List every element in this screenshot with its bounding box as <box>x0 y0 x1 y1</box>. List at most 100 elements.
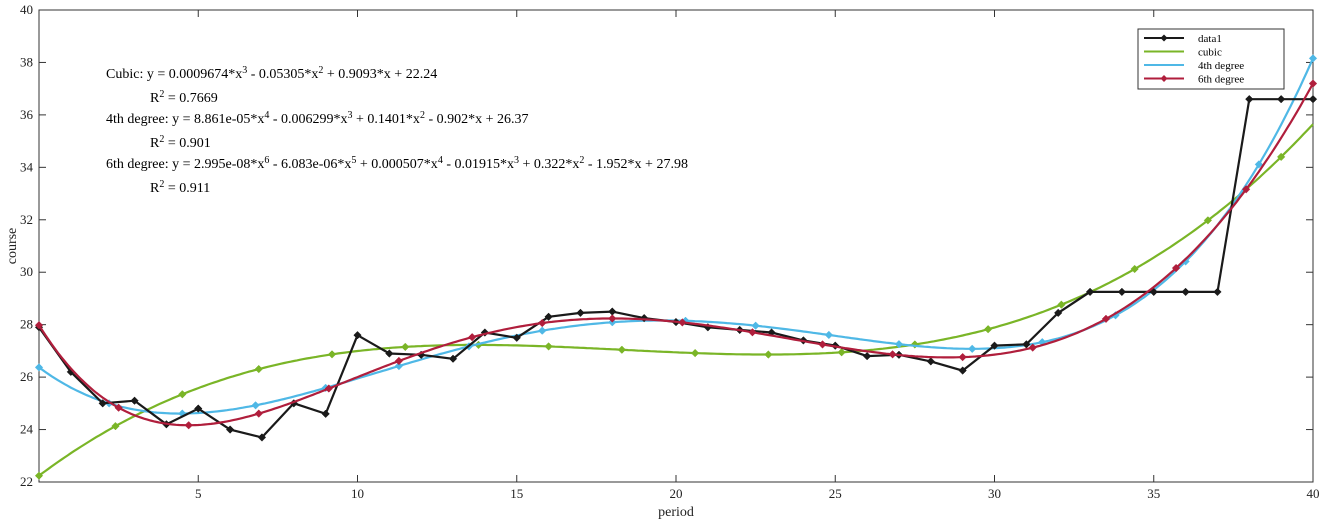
data-point-4th-degree <box>1308 54 1318 63</box>
data-point-cubic <box>1203 216 1213 225</box>
data-point-4th-degree <box>251 401 260 410</box>
equation-text: = 0.901 <box>164 136 210 151</box>
x-tick-label: 20 <box>670 486 683 501</box>
equation-text: - 0.01915*x <box>443 157 514 172</box>
data-point-data1 <box>448 354 458 363</box>
x-axis-ticks: 5 10 15 20 25 30 35 40 <box>195 10 1320 501</box>
data-point-cubic <box>1130 264 1139 274</box>
legend-marker <box>1160 34 1168 42</box>
x-tick-label: 30 <box>988 486 1001 501</box>
legend-label: 6th degree <box>1198 74 1244 86</box>
data-point-cubic <box>837 348 846 357</box>
data-point-data1 <box>353 331 362 340</box>
data-point-cubic <box>254 364 263 374</box>
legend-label: 4th degree <box>1198 60 1244 72</box>
y-tick-label: 32 <box>20 212 33 227</box>
x-tick-label: 25 <box>829 486 842 501</box>
data-point-data1 <box>544 312 553 321</box>
data-point-cubic <box>983 325 993 334</box>
x-tick-label: 15 <box>510 486 523 501</box>
data-point-6th-degree <box>888 350 897 359</box>
data-point-data1 <box>1276 95 1286 104</box>
data-point-6th-degree <box>394 356 404 366</box>
equation-exponent: 2 <box>318 65 323 76</box>
series-line-6th-degree <box>38 82 1314 427</box>
equation-text: 4th degree: y = 8.861e-05*x <box>106 112 264 127</box>
y-tick-label: 28 <box>20 317 33 332</box>
equation-text: = 0.911 <box>164 181 210 196</box>
data-point-data1 <box>1245 95 1254 104</box>
equation-text: 6th degree: y = 2.995e-08*x <box>106 157 264 172</box>
data-point-cubic <box>1276 152 1286 162</box>
legend-item-4th-degree: 4th degree <box>1144 60 1244 72</box>
data-point-6th-degree <box>34 321 44 330</box>
data-point-data1 <box>990 341 999 350</box>
equation-exponent: 2 <box>420 110 425 121</box>
fit-equations: Cubic: y = 0.0009674*x3 - 0.05305*x2 + 0… <box>106 65 688 197</box>
data-point-data1 <box>321 409 330 418</box>
equation-text: - 0.902*x + 26.37 <box>425 112 529 127</box>
data-point-data1 <box>1308 95 1318 104</box>
equation-text: - 0.05305*x <box>247 67 318 82</box>
y-tick-label: 34 <box>20 159 34 174</box>
x-tick-label: 5 <box>195 486 202 501</box>
data-point-6th-degree <box>748 328 757 337</box>
data-point-data1 <box>257 433 267 442</box>
data-point-6th-degree <box>608 314 617 323</box>
x-axis-title: period <box>658 505 694 520</box>
data-point-4th-degree <box>538 326 547 335</box>
equation-exponent: 2 <box>159 89 164 100</box>
fit-equation-0: Cubic: y = 0.0009674*x3 - 0.05305*x2 + 0… <box>106 65 437 83</box>
data-point-6th-degree <box>1241 185 1251 194</box>
fit-equation-3: R2 = 0.901 <box>150 134 211 152</box>
equation-exponent: 2 <box>159 179 164 190</box>
y-axis-title: course <box>5 228 20 265</box>
data-point-cubic <box>1057 300 1066 309</box>
legend-label: data1 <box>1198 33 1222 45</box>
equation-text: = 0.7669 <box>164 91 217 106</box>
data-point-6th-degree <box>1171 263 1181 273</box>
series-layer <box>34 54 1318 480</box>
data-point-6th-degree <box>538 318 547 328</box>
data-point-6th-degree <box>1028 343 1037 352</box>
equation-exponent: 6 <box>264 155 269 166</box>
equation-text: + 0.000507*x <box>356 157 437 172</box>
y-tick-label: 36 <box>20 107 34 122</box>
series-cubic <box>34 123 1314 480</box>
data-point-cubic <box>327 350 337 359</box>
data-point-6th-degree <box>254 409 263 418</box>
data-point-data1 <box>1054 308 1063 318</box>
data-point-4th-degree <box>968 344 977 353</box>
fit-equation-5: R2 = 0.911 <box>150 179 210 197</box>
y-tick-label: 26 <box>20 369 34 384</box>
equation-text: + 0.1401*x <box>353 112 420 127</box>
data-point-6th-degree <box>468 333 477 342</box>
equation-exponent: 4 <box>264 110 269 121</box>
data-point-6th-degree <box>818 340 827 349</box>
equation-exponent: 2 <box>159 134 164 145</box>
data-point-4th-degree <box>894 340 904 349</box>
plot-area <box>38 9 1314 483</box>
legend-item-6th-degree: 6th degree <box>1144 74 1244 86</box>
equation-exponent: 3 <box>242 65 247 76</box>
data-point-cubic <box>178 390 187 399</box>
data-point-4th-degree <box>1254 160 1264 169</box>
x-tick-label: 10 <box>351 486 364 501</box>
data-point-data1 <box>576 308 585 318</box>
data-point-6th-degree <box>958 352 967 362</box>
data-point-data1 <box>1181 287 1190 297</box>
series-line-cubic <box>38 123 1314 477</box>
data-point-data1 <box>194 404 203 413</box>
data-point-4th-degree <box>824 330 834 340</box>
data-point-cubic <box>617 345 627 354</box>
data-point-cubic <box>401 342 410 352</box>
equation-exponent: 3 <box>514 155 519 166</box>
fit-equation-2: 4th degree: y = 8.861e-05*x4 - 0.006299*… <box>106 110 529 128</box>
fit-equation-1: R2 = 0.7669 <box>150 89 218 107</box>
data-point-6th-degree <box>114 403 123 412</box>
legend-item-cubic: cubic <box>1144 47 1222 59</box>
data-point-cubic <box>544 342 553 351</box>
series-6th-degree <box>34 79 1318 430</box>
